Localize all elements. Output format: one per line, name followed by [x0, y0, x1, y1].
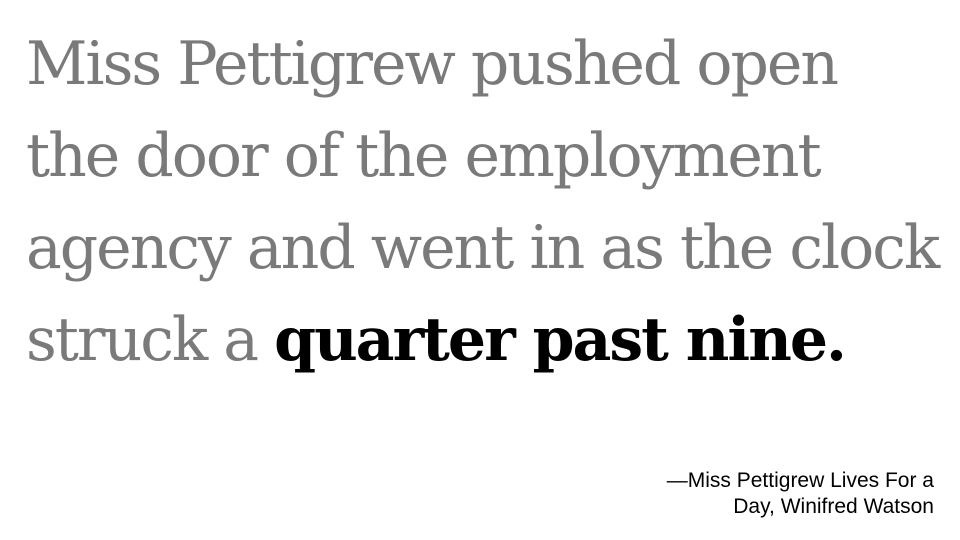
quote-emphasis: quarter past nine.: [274, 305, 847, 375]
quote-line-4: struck a quarter past nine.: [26, 294, 946, 386]
quote-line-4-plain: struck a: [26, 305, 275, 375]
quote-line-2: the door of the employment: [26, 121, 822, 191]
attribution: —Miss Pettigrew Lives For a Day, Winifre…: [514, 468, 934, 520]
quote-line-3: agency and went in as the clock: [26, 213, 940, 283]
attribution-line-1: —Miss Pettigrew Lives For a: [666, 469, 934, 492]
quote-text: Miss Pettigrew pushed open the door of t…: [26, 18, 946, 386]
quote-line-1: Miss Pettigrew pushed open: [26, 29, 839, 99]
attribution-line-2: Day, Winifred Watson: [733, 495, 934, 518]
